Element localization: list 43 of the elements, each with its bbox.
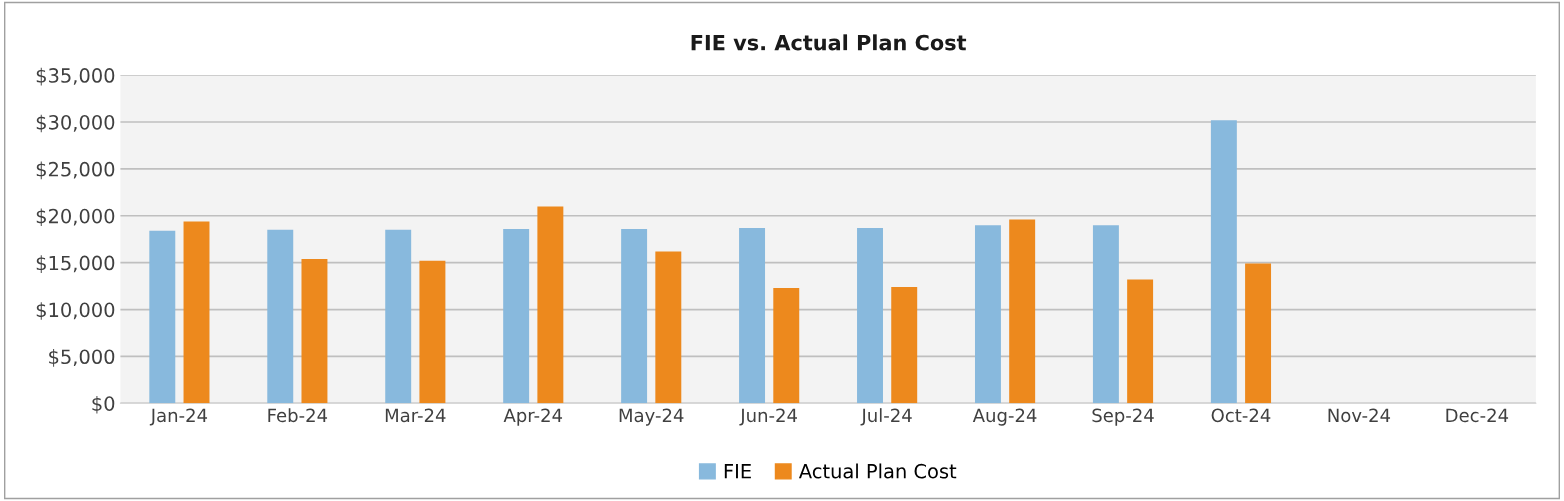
y-tick-label: $0	[92, 395, 115, 414]
x-tick-label: Aug-24	[972, 408, 1037, 426]
x-tick-label: Nov-24	[1328, 408, 1391, 423]
bar	[1127, 279, 1154, 404]
chart-title: FIE vs. Actual Plan Cost	[691, 34, 967, 51]
y-tick-label: $5,000	[49, 349, 115, 367]
legend-label: FIE	[724, 464, 751, 479]
x-tick-label: Jun-24	[739, 408, 797, 426]
bar	[1009, 219, 1036, 404]
x-tick-label: Dec-24	[1446, 408, 1509, 423]
bar	[621, 228, 648, 404]
y-tick-label: $35,000	[36, 67, 115, 86]
x-tick-label: Sep-24	[1092, 408, 1154, 426]
bar	[891, 287, 918, 404]
bar	[655, 251, 682, 404]
x-tick-label: Oct-24	[1211, 408, 1271, 423]
bar	[267, 229, 294, 404]
bar	[773, 287, 800, 404]
bar	[857, 227, 883, 404]
bar	[1245, 263, 1272, 404]
bar	[385, 229, 412, 404]
bar	[974, 225, 1001, 404]
legend-label: Actual Plan Cost	[798, 463, 957, 479]
bar	[739, 227, 766, 404]
x-tick-label: Apr-24	[503, 408, 563, 426]
x-tick-label: Jan-24	[149, 408, 208, 426]
x-tick-label: Jul-24	[860, 408, 912, 426]
bar	[183, 221, 210, 404]
bar	[1092, 225, 1119, 404]
y-tick-label: $20,000	[36, 208, 115, 227]
y-tick-label: $25,000	[36, 161, 115, 180]
y-tick-label: $15,000	[36, 255, 115, 273]
bar	[503, 228, 530, 404]
bar	[419, 260, 446, 404]
x-tick-label: Mar-24	[385, 408, 446, 423]
bar	[301, 258, 328, 404]
y-tick-label: $10,000	[36, 302, 115, 320]
bar	[1210, 120, 1237, 404]
x-tick-label: Feb-24	[268, 408, 328, 423]
y-tick-label: $30,000	[36, 114, 115, 133]
x-tick-label: May-24	[619, 408, 684, 426]
bar	[537, 206, 564, 404]
bar	[149, 230, 176, 404]
